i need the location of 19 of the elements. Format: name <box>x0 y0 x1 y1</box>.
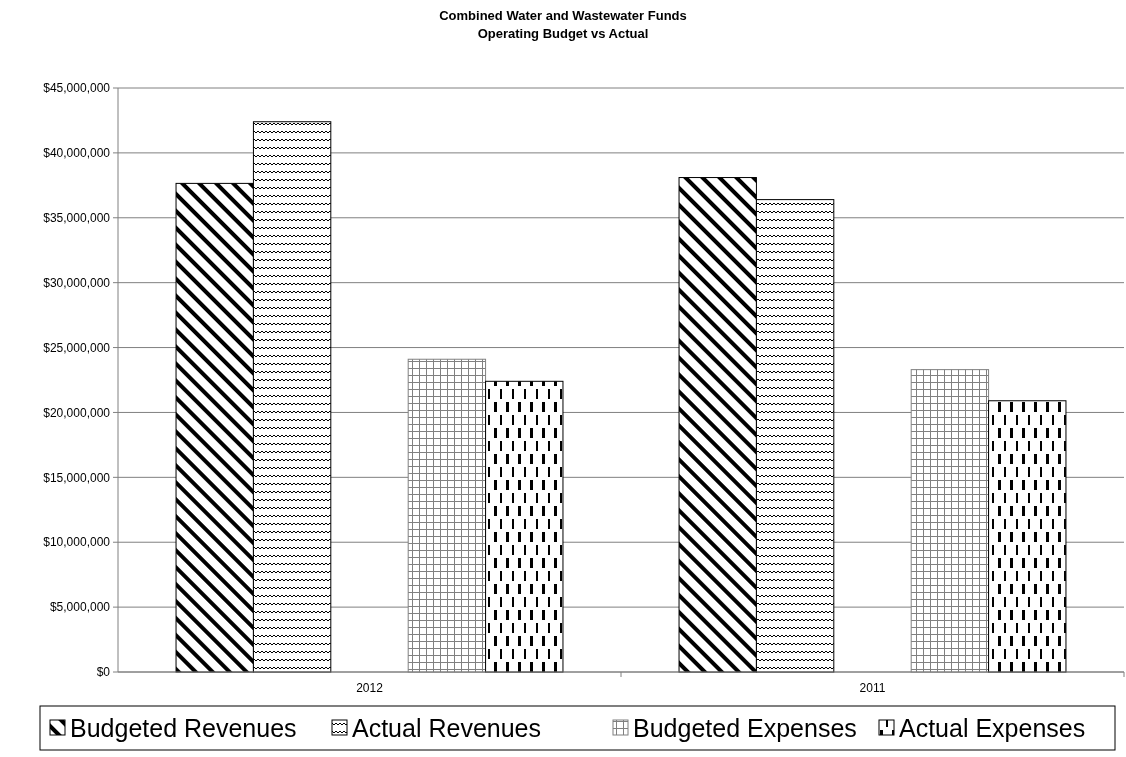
y-tick-label: $15,000,000 <box>43 470 111 485</box>
bar <box>988 400 1067 673</box>
x-tick-label: 2012 <box>356 681 384 695</box>
legend-label: Actual Expenses <box>899 714 1086 742</box>
legend-label: Budgeted Expenses <box>633 714 857 742</box>
legend-label: Actual Revenues <box>352 714 542 742</box>
y-tick-label: $25,000,000 <box>43 340 111 355</box>
y-tick-label: $35,000,000 <box>43 210 111 225</box>
y-tick-label: $0 <box>96 665 111 680</box>
y-tick-label: $5,000,000 <box>49 600 111 615</box>
y-tick-label: $45,000,000 <box>43 81 111 96</box>
y-tick-label: $40,000,000 <box>43 146 111 161</box>
y-tick-label: $20,000,000 <box>43 405 111 420</box>
y-tick-label: $30,000,000 <box>43 275 111 290</box>
bar <box>485 380 564 673</box>
y-tick-label: $10,000,000 <box>43 535 111 550</box>
chart-title: Combined Water and Wastewater Funds Operating Budget vs Actual <box>439 8 687 41</box>
legend-label: Budgeted Revenues <box>70 714 297 742</box>
x-tick-label: 2011 <box>859 681 886 695</box>
